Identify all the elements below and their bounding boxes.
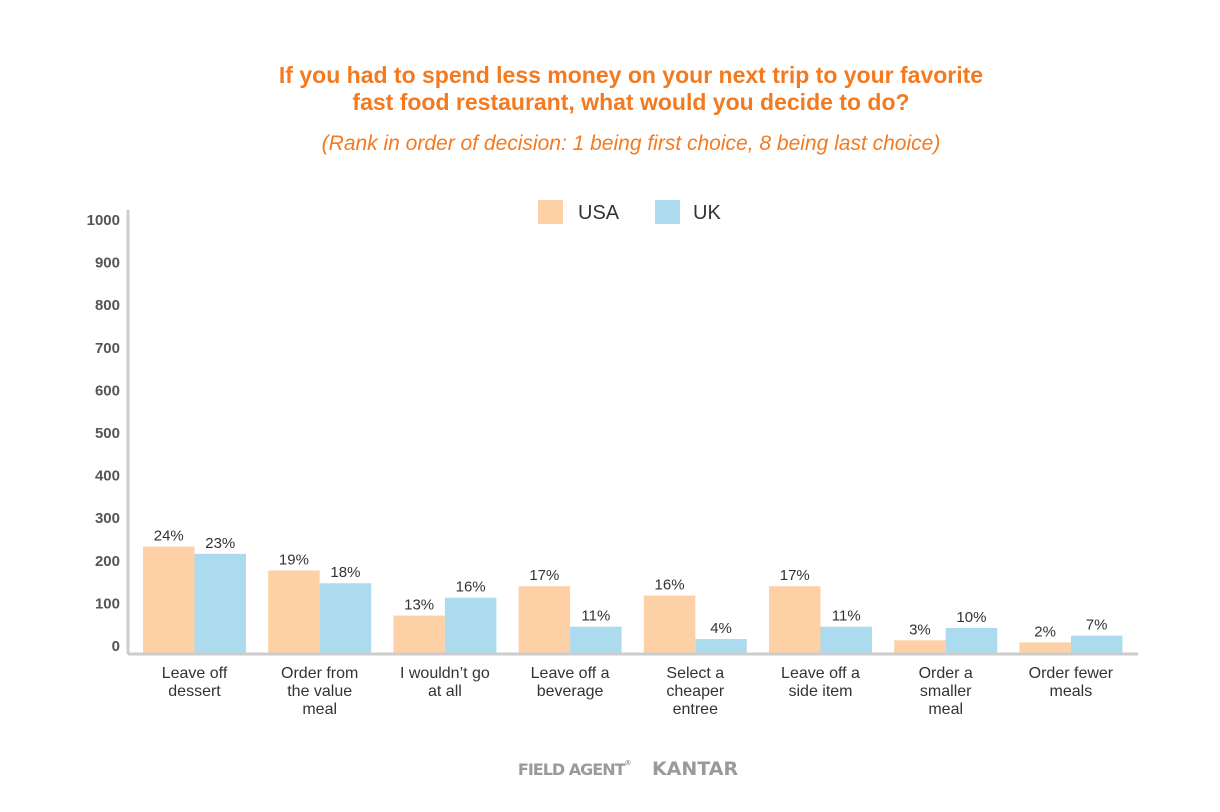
x-category-label: Order a (919, 665, 973, 682)
bar-usa (518, 586, 571, 653)
x-category-label: I wouldn’t go (400, 665, 490, 682)
data-label-usa: 24% (154, 528, 184, 545)
data-label-uk: 4% (710, 620, 732, 637)
y-tick-label: 600 (95, 382, 120, 399)
bar-uk (945, 627, 998, 653)
x-category-label: meal (302, 701, 337, 718)
data-label-uk: 7% (1086, 617, 1108, 634)
kantar-logo: KANTAR (651, 758, 739, 780)
bar-usa (393, 615, 445, 653)
y-tick-label: 0 (112, 638, 120, 655)
data-label-usa: 13% (404, 597, 434, 614)
bar-uk (194, 553, 246, 653)
data-label-uk: 23% (205, 535, 235, 552)
bar-uk (1070, 635, 1123, 653)
y-tick-label: 100 (95, 595, 120, 612)
x-category-label: Order fewer (1029, 665, 1114, 682)
y-tick-label: 1000 (87, 212, 120, 229)
data-label-uk: 10% (956, 609, 986, 626)
x-category-label: meals (1050, 683, 1093, 700)
data-label-usa: 17% (780, 567, 810, 584)
legend-label-uk: UK (693, 202, 721, 224)
y-tick-label: 400 (95, 468, 120, 485)
chart-title: If you had to spend less money on your n… (278, 62, 984, 115)
bar-usa (769, 586, 821, 653)
y-tick-label: 800 (95, 297, 120, 314)
data-label-usa: 19% (279, 551, 309, 568)
x-category-label: Order from (281, 665, 358, 682)
bar-usa (643, 595, 696, 653)
x-category-label: meal (928, 701, 963, 718)
data-label-usa: 3% (909, 621, 931, 638)
chart-subtitle: (Rank in order of decision: 1 being firs… (321, 132, 941, 155)
x-category-label: side item (788, 683, 852, 700)
bar-usa (268, 570, 320, 653)
legend-swatch-uk (655, 200, 680, 224)
data-label-uk: 16% (456, 579, 486, 596)
bar-uk (820, 626, 872, 653)
data-label-uk: 11% (832, 608, 861, 625)
y-tick-label: 200 (95, 553, 120, 570)
bar-uk (570, 626, 622, 653)
bar-uk (444, 597, 497, 653)
x-category-label: dessert (168, 683, 221, 700)
x-category-label: cheaper (666, 683, 724, 700)
data-label-usa: 17% (529, 567, 559, 584)
y-tick-label: 700 (95, 340, 120, 357)
bar-usa (1019, 642, 1071, 653)
x-category-label: entree (673, 701, 718, 718)
bar-uk (319, 583, 372, 653)
field-agent-logo: FIELD AGENT® (517, 759, 632, 779)
legend-label-usa: USA (578, 202, 620, 224)
x-category-label: beverage (537, 683, 604, 700)
x-category-label: the value (287, 683, 352, 700)
x-category-label: Leave off a (531, 665, 610, 682)
x-category-label: smaller (920, 683, 972, 700)
data-label-usa: 16% (655, 577, 685, 594)
y-tick-label: 300 (95, 510, 120, 527)
x-category-label: at all (428, 683, 462, 700)
x-category-label: Leave off (162, 665, 228, 682)
y-tick-label: 900 (95, 255, 120, 272)
x-category-label: Select a (666, 665, 724, 682)
bar-uk (695, 639, 747, 653)
legend-swatch-usa (538, 200, 563, 224)
data-label-uk: 11% (581, 608, 610, 625)
bar-usa (894, 640, 946, 653)
data-label-uk: 18% (330, 564, 360, 581)
bar-usa (143, 546, 195, 653)
x-category-label: Leave off a (781, 665, 860, 682)
y-tick-label: 500 (95, 425, 120, 442)
footer-logos: FIELD AGENT® KANTAR (0, 758, 1220, 780)
data-label-usa: 2% (1034, 623, 1056, 640)
